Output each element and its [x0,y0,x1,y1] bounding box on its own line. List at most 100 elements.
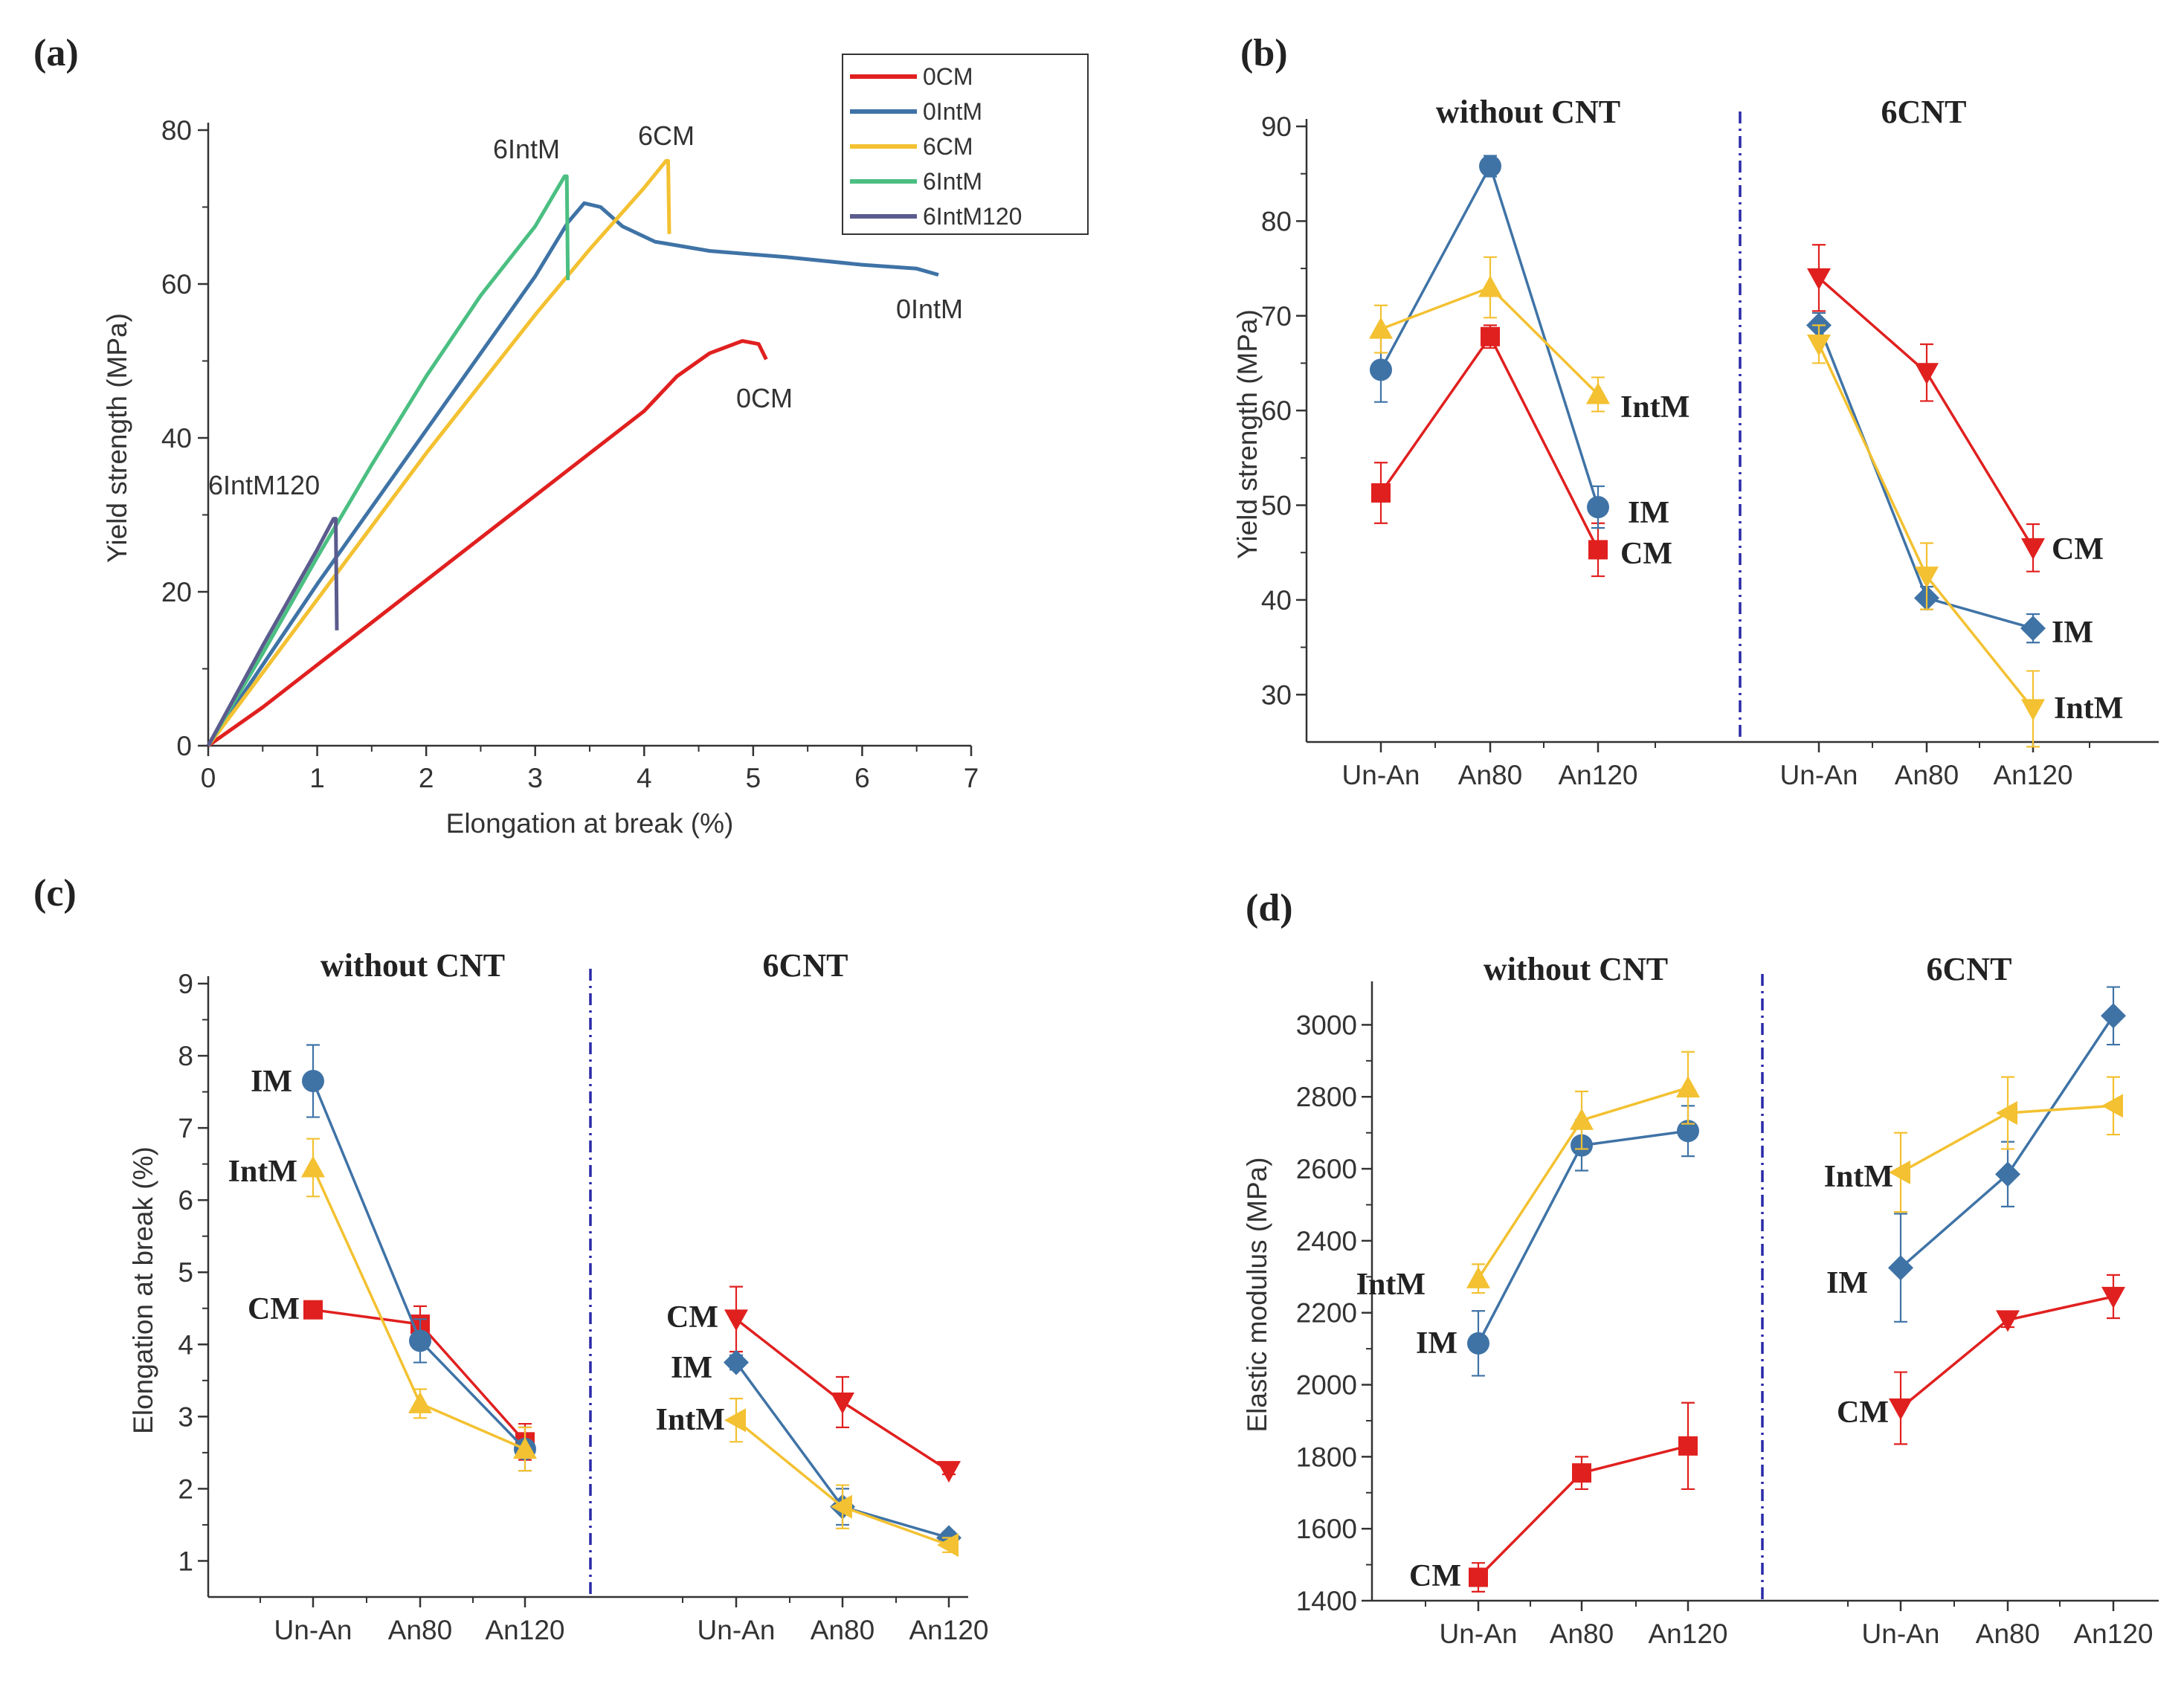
series-label-cm: CM [2052,532,2104,567]
x-tick-label: An80 [1976,1619,2040,1649]
data-point-cm [831,1392,854,1414]
panel-letter: (d) [1246,887,1293,929]
series-label-intm: IntM [1824,1160,1893,1194]
data-point-cm [1807,268,1831,290]
series-label-intm: IntM [2054,691,2123,726]
y-tick-label: 2800 [1296,1082,1357,1112]
y-tick-label: 2400 [1296,1226,1357,1256]
series-label-intm: IntM [228,1155,297,1189]
x-tick-label: An120 [909,1615,989,1645]
y-tick-label: 60 [1261,396,1292,426]
y-tick-label: 20 [161,577,192,607]
y-tick-label: 2600 [1296,1154,1357,1184]
data-point-cm [1915,363,1939,385]
data-point-intm [1807,334,1831,356]
legend-entry: 0CM [923,63,973,90]
legend-entry: 6IntM [923,168,982,195]
data-point-intm [1915,567,1939,589]
data-point-intm [1369,317,1393,339]
data-point-intm [408,1391,432,1413]
data-point-cm [1572,1463,1591,1483]
data-point-im [1370,358,1392,381]
y-tick-label: 1600 [1296,1514,1357,1544]
data-point-cm [303,1300,323,1320]
x-tick-label: An80 [1458,760,1522,790]
group-title: 6CNT [1881,94,1967,130]
data-point-im [1479,155,1501,178]
legend-entry: 6CM [923,133,973,160]
y-tick-label: 7 [178,1113,193,1143]
y-tick-label: 2 [178,1474,193,1504]
y-tick-label: 2200 [1296,1298,1357,1329]
panel-letter: (c) [33,872,77,914]
y-tick-label: 2000 [1296,1370,1357,1401]
x-tick-label: An120 [486,1615,565,1645]
x-tick-label: An80 [1895,760,1959,790]
data-point-cm [2101,1286,2125,1309]
data-point-intm [1586,382,1610,404]
panel-letter: (b) [1240,32,1288,74]
data-point-intm [1570,1108,1594,1130]
x-tick-label: Un-An [274,1615,352,1645]
data-point-intm [2101,1094,2123,1118]
group-title: 6CNT [763,947,848,984]
data-point-cm [2021,538,2045,560]
data-point-im [1677,1120,1699,1143]
data-point-cm [1678,1436,1698,1456]
y-tick-label: 60 [161,269,192,300]
series-label-im: IM [1826,1266,1868,1300]
y-tick-label: 1800 [1296,1442,1357,1472]
y-tick-label: 80 [1261,206,1292,236]
data-point-im [409,1329,431,1352]
x-tick-label: An120 [1649,1619,1728,1649]
curve-6cm [206,158,671,747]
data-point-cm [1996,1310,2020,1332]
x-tick-label: 4 [637,763,652,793]
group-title: without CNT [1436,94,1620,130]
x-tick-label: 7 [964,763,979,793]
curve-label-6intm120: 6IntM120 [208,470,320,500]
y-tick-label: 9 [178,969,193,999]
x-tick-label: An80 [811,1615,874,1645]
series-label-cm: CM [666,1300,718,1335]
y-tick-label: 0 [176,731,192,761]
curve-label-0cm: 0CM [736,383,793,413]
y-tick-label: 70 [1261,301,1292,332]
x-tick-label: 1 [309,763,325,793]
group-title: without CNT [1484,951,1668,987]
y-tick-label: 1 [178,1546,193,1576]
series-label-cm: CM [1837,1396,1889,1430]
y-tick-label: 3000 [1296,1010,1357,1040]
x-tick-label: 3 [527,763,543,793]
x-tick-label: Un-An [1862,1619,1940,1649]
data-point-im [302,1070,324,1093]
x-tick-label: 0 [201,763,216,793]
series-label-cm: CM [1620,537,1672,571]
data-point-intm [937,1533,959,1558]
data-point-cm [1588,540,1608,560]
data-point-intm [1466,1266,1490,1288]
data-point-intm [1676,1076,1700,1098]
x-tick-label: Un-An [698,1615,776,1645]
curve-label-0intm: 0IntM [896,294,963,324]
data-point-cm [1481,326,1500,346]
data-point-im [2020,616,2046,642]
data-point-im [2101,1003,2126,1029]
curve-6intm120 [206,517,339,747]
data-point-intm [831,1494,852,1519]
data-point-intm [1889,1160,1910,1184]
y-tick-label: 90 [1261,112,1292,142]
y-tick-label: 80 [161,115,192,146]
data-point-cm [724,1309,748,1332]
curve-label-6intm: 6IntM [493,134,560,164]
data-point-im [1587,496,1609,519]
series-label-im: IM [1628,496,1669,530]
curve-6intm [206,174,570,747]
y-tick-label: 40 [161,423,192,454]
legend-entry: 6IntM120 [923,203,1022,230]
panel-a: (a) 0 1 2 3 4 5 6 7 0 20 40 60 80 Elongation at break … [33,32,1089,839]
group-title: 6CNT [1927,951,2012,987]
data-point-intm [1478,275,1502,297]
data-point-cm [1371,483,1391,503]
